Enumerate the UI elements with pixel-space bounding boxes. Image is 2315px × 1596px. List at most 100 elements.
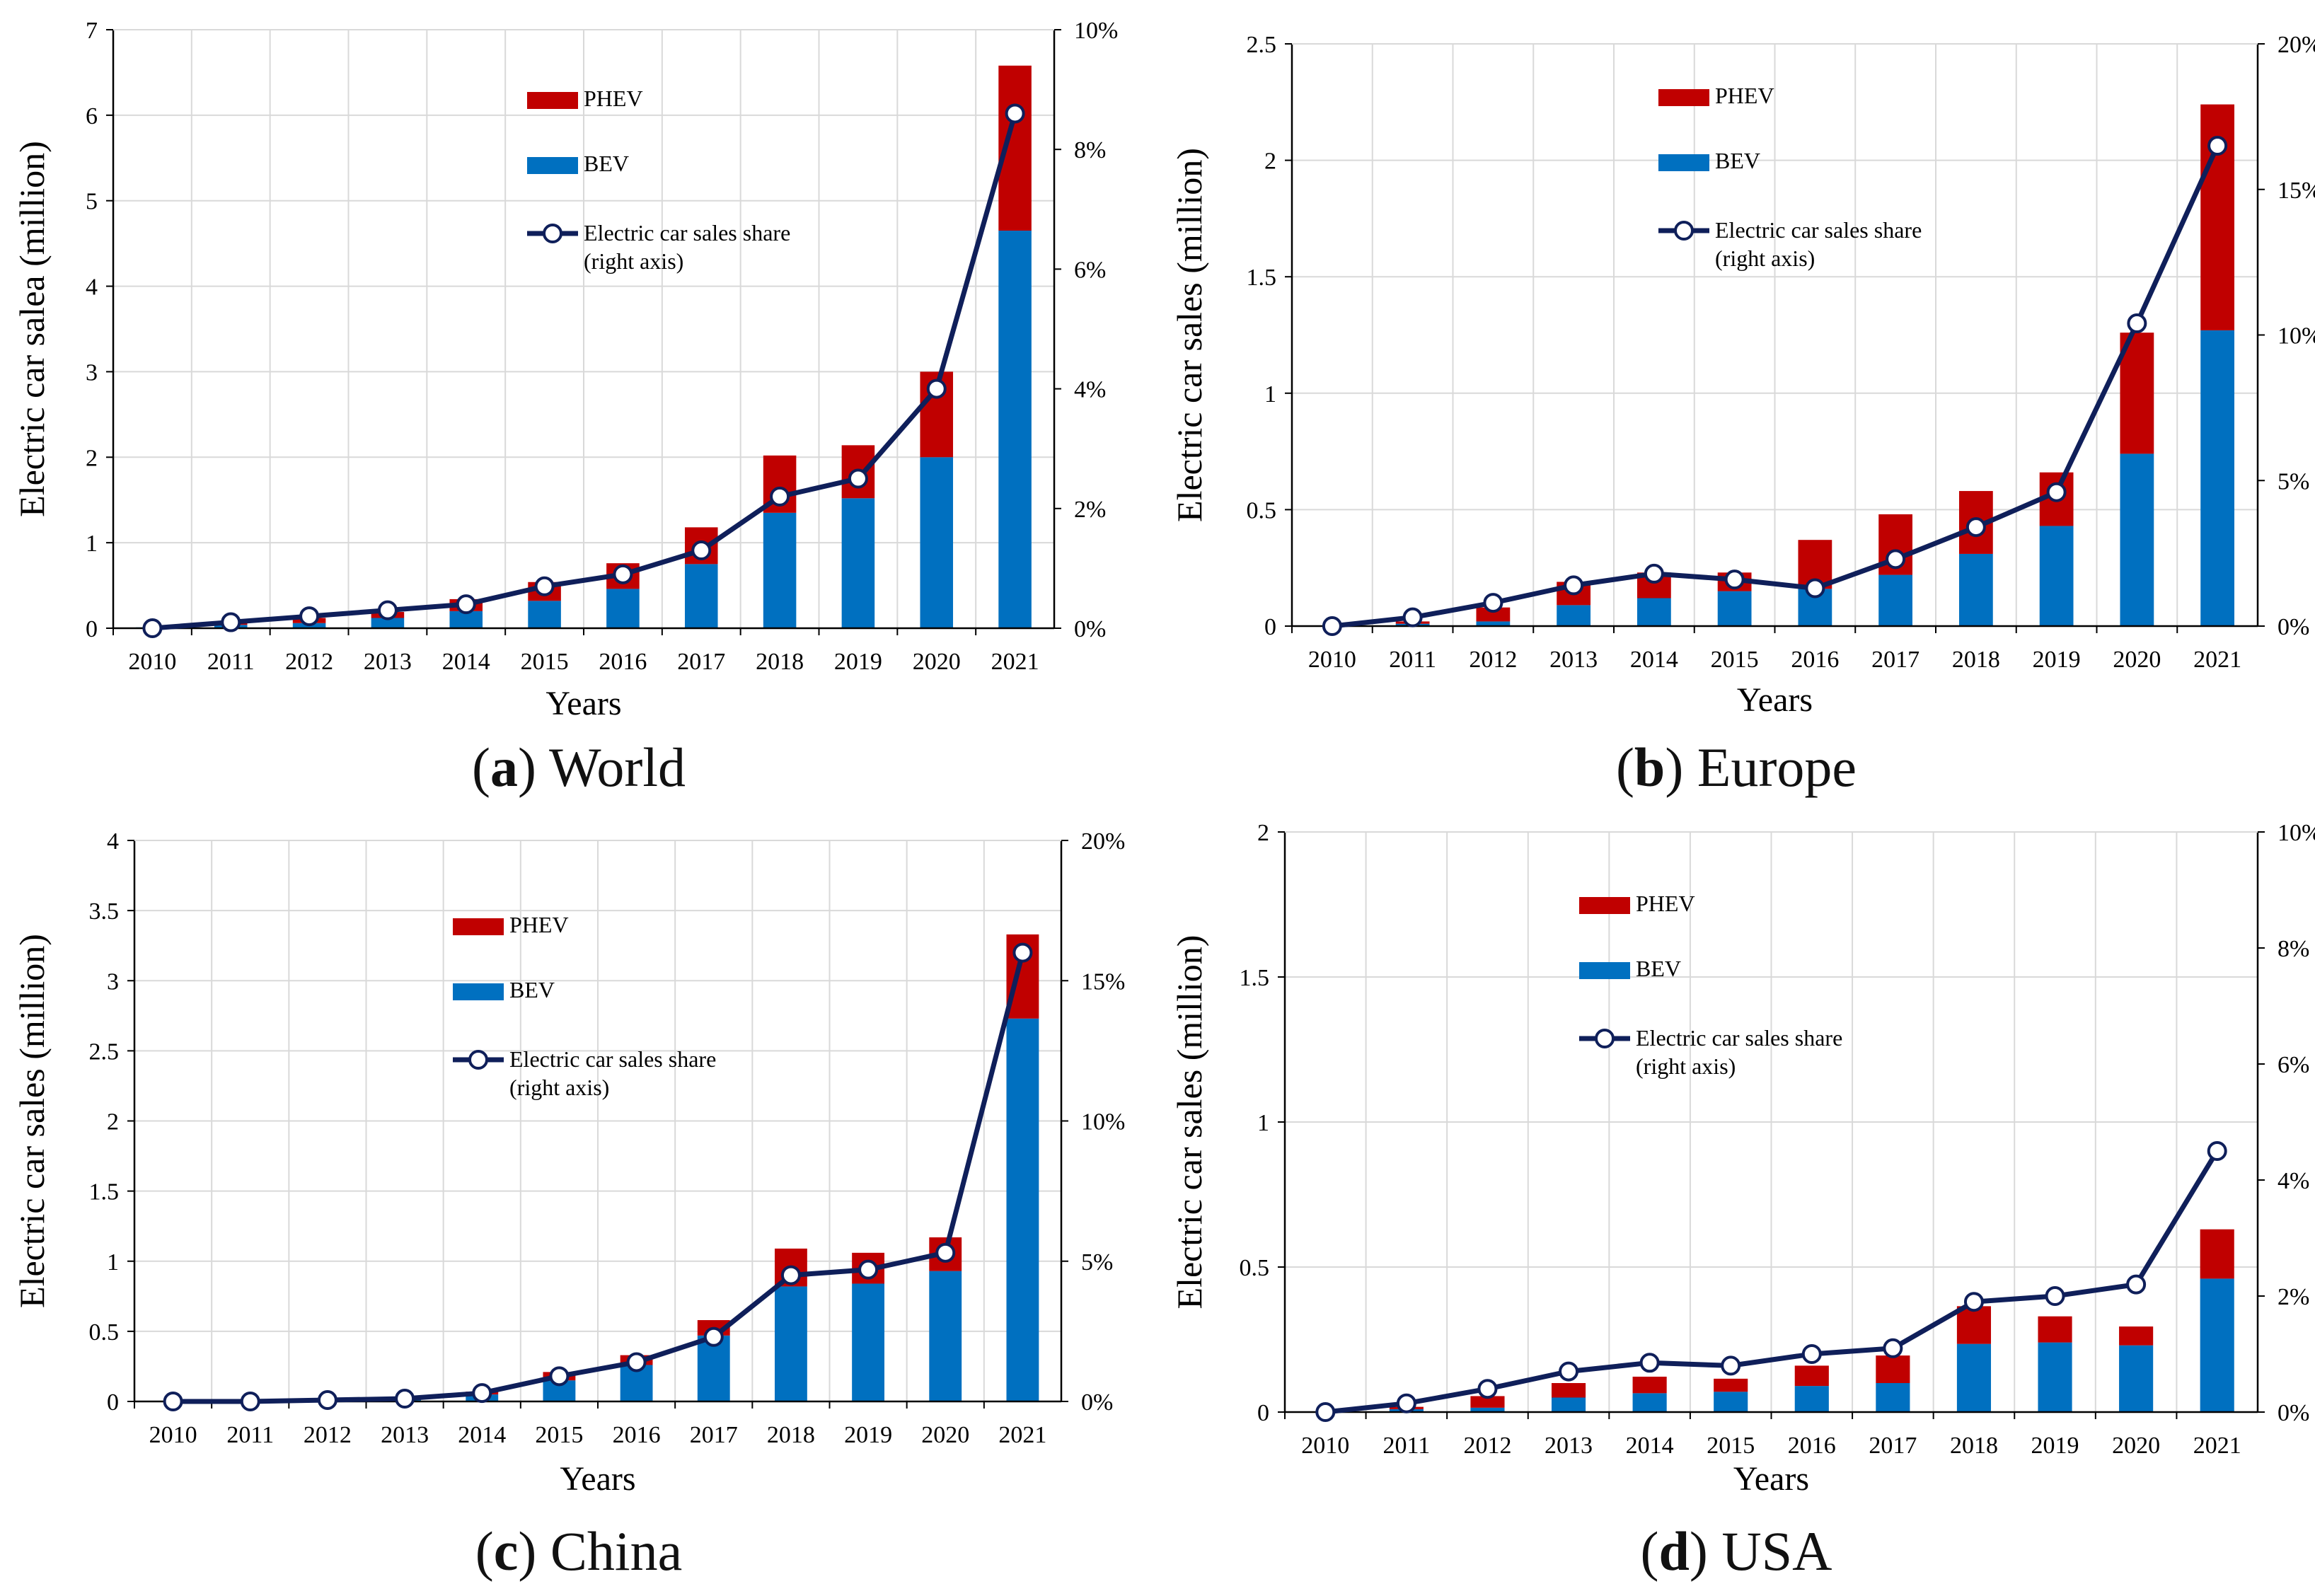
- x-axis-label: Years: [545, 685, 621, 722]
- y-tick-label: 1.5: [89, 1179, 120, 1205]
- legend-phev-label: PHEV: [509, 912, 569, 937]
- x-tick-label: 2021: [998, 1422, 1046, 1448]
- bar-phev: [1794, 1365, 1829, 1387]
- y-tick-label: 0.5: [1240, 1255, 1270, 1281]
- y-tick-label: 0.5: [89, 1319, 120, 1346]
- share-point: [240, 1392, 260, 1411]
- legend-share-label: Electric car sales share: [1636, 1025, 1842, 1051]
- y-tick-label: 0: [86, 616, 98, 642]
- bar-phev: [1956, 1306, 1992, 1344]
- x-tick-label: 2015: [521, 649, 569, 675]
- share-point: [1963, 1292, 1984, 1312]
- bar-bev: [929, 1271, 962, 1401]
- bar-bev: [2039, 526, 2074, 626]
- bar-bev: [1006, 1018, 1039, 1401]
- y-axis-label: Electric car sales (million): [12, 934, 52, 1308]
- bar-bev: [998, 231, 1032, 628]
- legend-share-marker: [468, 1050, 488, 1070]
- y2-tick-label: 5%: [1081, 1249, 1113, 1276]
- share-point: [163, 1392, 183, 1411]
- share-point: [858, 1259, 879, 1280]
- bar-phev: [1876, 1355, 1910, 1383]
- legend-share-label: Electric car sales share: [1715, 217, 1922, 243]
- x-tick-label: 2020: [2113, 647, 2161, 673]
- y-tick-label: 2.5: [89, 1039, 120, 1065]
- legend-share-label: Electric car sales share: [584, 220, 790, 245]
- legend-share-label: Electric car sales share: [509, 1046, 716, 1072]
- share-line: [1324, 1150, 2219, 1415]
- y2-tick-label: 0%: [1081, 1389, 1113, 1416]
- x-tick-label: 2013: [1545, 1433, 1593, 1459]
- legend-phev-swatch: [527, 92, 578, 109]
- y-tick-label: 7: [86, 18, 98, 44]
- x-tick-label: 2018: [1952, 647, 2000, 673]
- x-tick-label: 2017: [690, 1422, 738, 1448]
- share-point: [1396, 1393, 1416, 1413]
- share-point: [2046, 482, 2067, 502]
- y-tick-label: 0: [107, 1389, 119, 1416]
- x-tick-label: 2020: [921, 1422, 969, 1448]
- share-point: [377, 600, 398, 620]
- x-tick-label: 2015: [1711, 647, 1759, 673]
- caption-world: (a) World: [471, 736, 686, 798]
- bar-bev: [2038, 1342, 2072, 1412]
- y-tick-label: 4: [86, 274, 98, 301]
- bar-phev: [2200, 1229, 2234, 1279]
- share-point: [1721, 1355, 1741, 1376]
- bar-bev: [2120, 453, 2154, 626]
- y2-tick-label: 10%: [1081, 1109, 1125, 1135]
- share-line: [173, 952, 1025, 1404]
- legend-share-label-line2: (right axis): [1715, 245, 1815, 271]
- x-tick-label: 2017: [1871, 647, 1919, 673]
- x-tick-label: 2012: [1469, 647, 1517, 673]
- caption-usa: (d) USA: [1640, 1520, 1832, 1582]
- x-tick-label: 2012: [1463, 1433, 1511, 1459]
- share-point: [1322, 616, 1342, 636]
- caption-europe: (b) Europe: [1615, 736, 1857, 798]
- chart-europe: 0 0.5 1 1.5 2 2.5 0% 5% 10% 15% 20% 2010 2011 2012 201…: [1170, 32, 2315, 719]
- bar-phev: [2119, 1326, 2154, 1346]
- y-tick-label: 2: [1264, 149, 1276, 175]
- x-tick-label: 2018: [767, 1422, 815, 1448]
- share-point: [1564, 575, 1584, 596]
- legend-share-marker: [1674, 221, 1694, 241]
- y-tick-label: 1: [1257, 1110, 1269, 1136]
- x-tick-label: 2017: [677, 649, 725, 675]
- x-tick-label: 2018: [1950, 1433, 1998, 1459]
- share-point: [1883, 1338, 1903, 1358]
- legend-share-marker: [1595, 1029, 1615, 1048]
- x-tick-label: 2021: [2193, 1433, 2241, 1459]
- x-axis-label: Years: [1737, 681, 1813, 719]
- share-point: [2126, 1274, 2147, 1295]
- x-tick-label: 2019: [2033, 647, 2081, 673]
- legend-phev-label: PHEV: [1636, 891, 1695, 916]
- x-tick-label: 2016: [1788, 1433, 1836, 1459]
- share-point: [848, 468, 868, 489]
- share-point: [1005, 103, 1025, 124]
- y-tick-label: 2: [86, 445, 98, 471]
- bar-bev: [606, 589, 640, 628]
- share-point: [2045, 1286, 2065, 1306]
- caption-letter: a: [490, 736, 518, 798]
- x-tick-label: 2014: [458, 1422, 506, 1448]
- x-tick-label: 2019: [834, 649, 882, 675]
- panel-usa: 0 0.5 1 1.5 2 0% 2% 4% 6% 8% 10% 2010 2011 2012 2013 20…: [1158, 798, 2315, 1596]
- bar-bev: [1878, 574, 1913, 626]
- bar-bev: [1632, 1393, 1667, 1412]
- panel-europe: 0 0.5 1 1.5 2 2.5 0% 5% 10% 15% 20% 2010 2011 2012 201…: [1158, 0, 2315, 798]
- share-point: [2207, 1141, 2227, 1161]
- x-tick-label: 2012: [304, 1422, 352, 1448]
- share-point: [1724, 569, 1745, 590]
- x-tick-label: 2013: [1549, 647, 1598, 673]
- y-tick-label: 1: [1264, 381, 1276, 407]
- share-point: [221, 612, 241, 632]
- y-tick-label: 3: [86, 359, 98, 386]
- y2-tick-label: 0%: [2278, 614, 2309, 640]
- share-point: [780, 1265, 801, 1285]
- bar-bev: [1956, 1343, 1992, 1412]
- y-tick-label: 2.5: [1247, 32, 1277, 58]
- bar-bev: [1958, 553, 1993, 626]
- share-point: [2207, 136, 2228, 156]
- bar-bev: [684, 564, 718, 628]
- x-axis-label: Years: [1733, 1460, 1809, 1498]
